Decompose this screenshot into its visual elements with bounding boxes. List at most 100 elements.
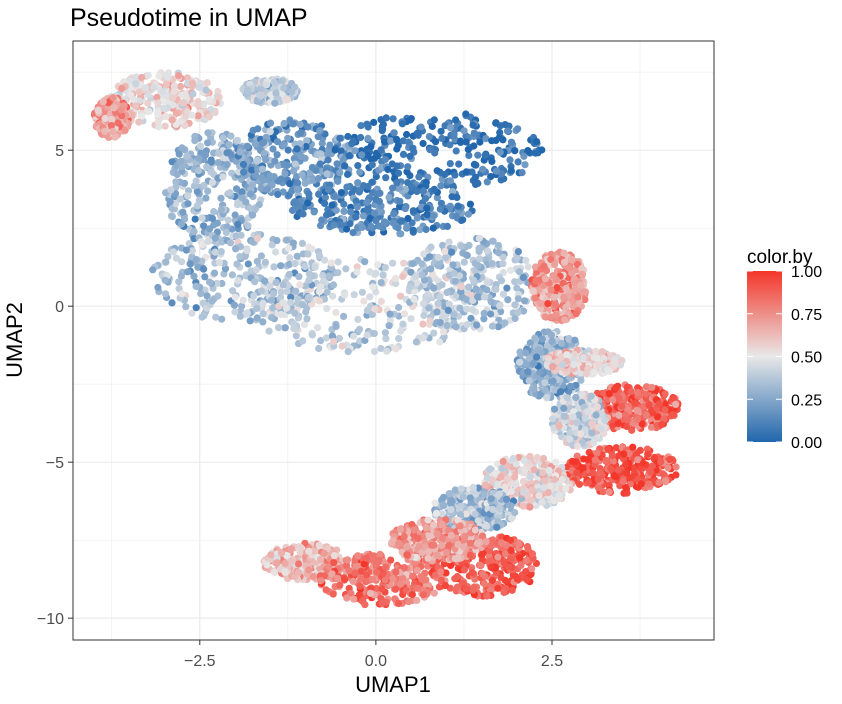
data-point — [363, 120, 371, 128]
data-point — [319, 271, 327, 280]
data-point — [520, 457, 528, 465]
data-point — [399, 272, 407, 281]
data-point — [519, 307, 528, 315]
data-point — [419, 187, 427, 195]
data-point — [648, 383, 656, 392]
data-point — [629, 443, 637, 451]
data-point — [298, 239, 306, 247]
data-point — [278, 77, 286, 85]
data-point — [659, 470, 667, 478]
data-point — [469, 483, 477, 492]
data-point — [511, 147, 519, 155]
data-point — [238, 302, 246, 310]
data-point — [430, 185, 438, 193]
data-point — [168, 116, 176, 124]
data-point — [433, 308, 441, 316]
data-point — [605, 488, 613, 496]
data-point — [243, 247, 251, 255]
data-point — [340, 207, 348, 215]
data-point — [467, 314, 475, 322]
data-point — [290, 324, 298, 333]
data-point — [344, 132, 352, 141]
data-point — [669, 411, 677, 419]
data-point — [334, 269, 342, 277]
data-point — [223, 149, 231, 157]
data-point — [195, 196, 203, 204]
data-point — [272, 248, 280, 256]
data-point — [297, 129, 305, 137]
data-point — [533, 353, 541, 361]
data-point — [457, 242, 465, 250]
data-point — [561, 316, 569, 324]
data-point — [323, 305, 331, 313]
data-point — [508, 514, 516, 522]
data-point — [204, 237, 212, 246]
data-point — [298, 152, 306, 161]
data-point — [204, 187, 212, 195]
data-point — [376, 222, 384, 230]
data-point — [574, 442, 582, 450]
data-point — [476, 138, 484, 146]
data-point — [540, 477, 549, 485]
data-point — [482, 135, 490, 143]
data-point — [526, 452, 534, 460]
data-point — [317, 337, 325, 345]
data-point — [304, 293, 313, 301]
data-point — [486, 465, 494, 473]
data-point — [436, 205, 444, 213]
data-point — [476, 255, 484, 263]
data-point — [408, 260, 417, 268]
data-point — [445, 300, 453, 308]
data-point — [162, 112, 170, 120]
data-point — [470, 129, 478, 137]
data-point — [436, 319, 444, 327]
data-point — [248, 181, 257, 189]
data-point — [261, 258, 269, 266]
data-point — [467, 499, 475, 507]
data-point — [184, 192, 192, 200]
data-point — [349, 229, 357, 237]
data-point — [531, 334, 539, 342]
data-point — [314, 174, 322, 183]
data-point — [168, 299, 176, 307]
data-point — [456, 137, 465, 145]
data-point — [337, 147, 345, 155]
data-point — [393, 145, 401, 153]
data-point — [343, 225, 351, 233]
data-point — [553, 284, 561, 292]
data-point — [396, 203, 404, 211]
data-point — [619, 477, 627, 485]
data-point — [302, 308, 310, 316]
data-point — [463, 305, 471, 313]
data-point — [496, 301, 504, 310]
data-point — [489, 237, 497, 245]
data-point — [481, 481, 490, 489]
data-point — [396, 230, 404, 238]
data-point — [535, 286, 543, 294]
data-point — [339, 156, 347, 164]
data-point — [506, 156, 514, 164]
data-point — [323, 288, 331, 296]
data-point — [452, 116, 460, 124]
data-point — [190, 272, 198, 280]
data-point — [252, 171, 260, 179]
data-point — [168, 158, 176, 166]
data-point — [273, 138, 282, 146]
data-point — [233, 260, 241, 268]
data-point — [538, 335, 546, 343]
data-point — [452, 323, 460, 331]
data-point — [480, 293, 488, 301]
data-point — [355, 325, 364, 333]
data-point — [416, 226, 424, 234]
data-point — [253, 257, 261, 265]
data-point — [426, 253, 434, 261]
data-point — [497, 277, 506, 285]
data-point — [468, 168, 476, 176]
data-point — [236, 312, 244, 320]
data-point — [529, 287, 537, 296]
data-point — [545, 466, 553, 474]
data-point — [413, 279, 421, 287]
data-point — [291, 160, 299, 168]
data-point — [466, 200, 474, 208]
data-point — [456, 511, 465, 519]
